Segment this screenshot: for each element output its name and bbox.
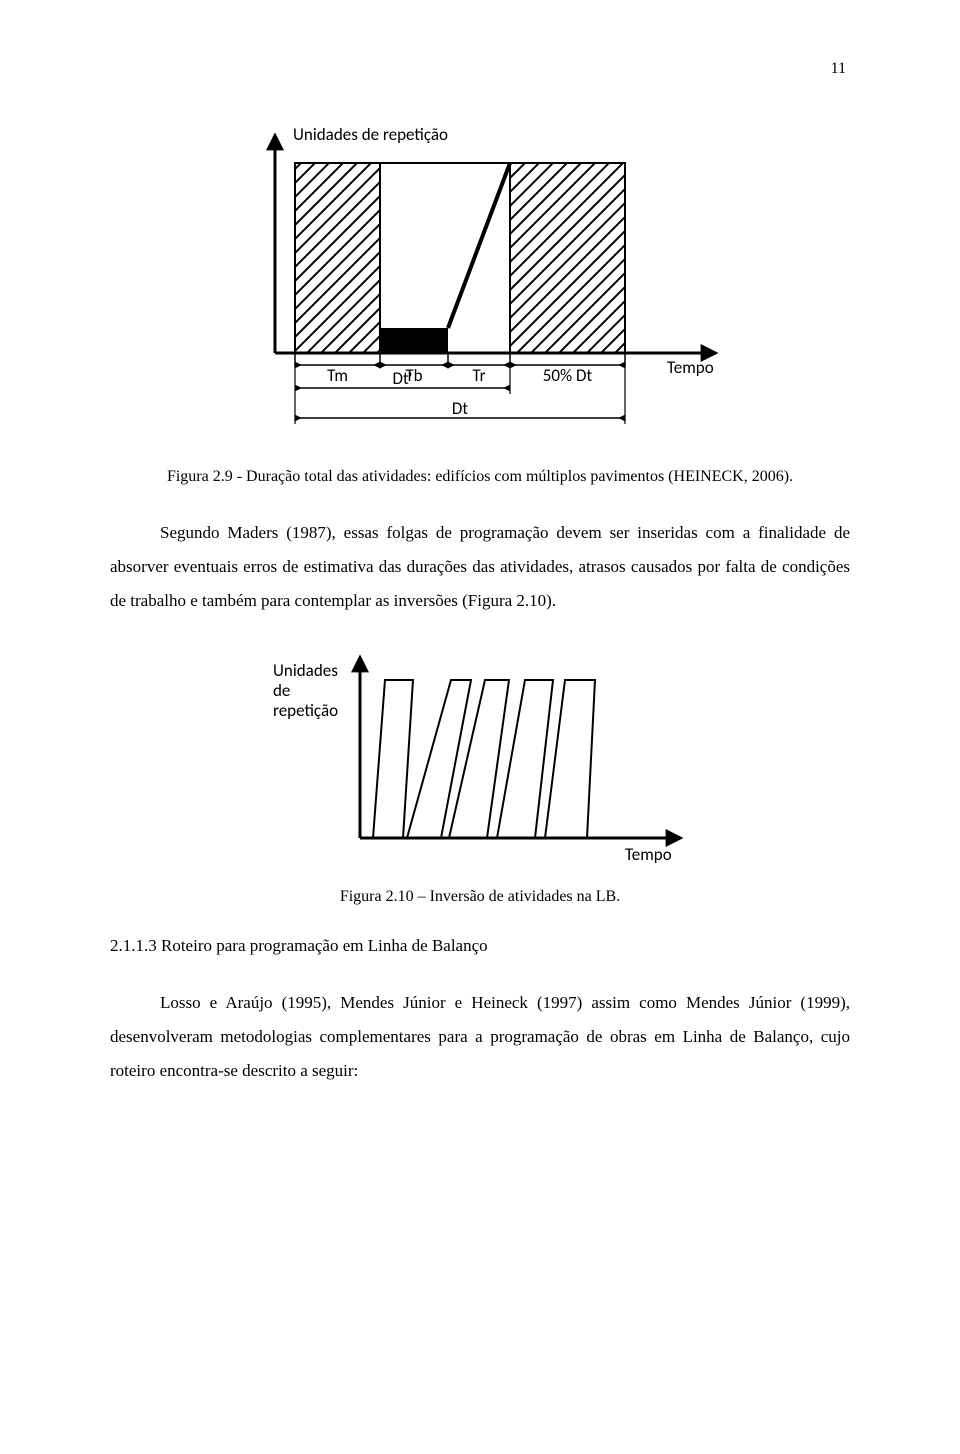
figure-2-9: Unidades de repetiçãoTempoTmTbTr50% DtDt…: [110, 118, 850, 458]
svg-text:Dt: Dt: [452, 398, 468, 419]
paragraph-1: Segundo Maders (1987), essas folgas de p…: [110, 516, 850, 618]
figure-2-9-diagram: Unidades de repetiçãoTempoTmTbTr50% DtDt…: [220, 118, 740, 458]
svg-text:Dt': Dt': [393, 368, 413, 389]
svg-text:Tr: Tr: [472, 365, 485, 386]
figure-2-10: Unidadesderepetição Tempo: [110, 648, 850, 878]
svg-text:Tempo: Tempo: [667, 357, 714, 378]
figure-2-10-caption: Figura 2.10 – Inversão de atividades na …: [110, 888, 850, 906]
svg-text:de: de: [273, 680, 290, 701]
svg-text:repetição: repetição: [273, 700, 338, 721]
svg-text:Unidades de repetição: Unidades de repetição: [293, 124, 448, 145]
figure-2-10-diagram: Unidadesderepetição Tempo: [265, 648, 695, 878]
svg-text:Unidades: Unidades: [273, 660, 338, 681]
section-heading-2-1-1-3: 2.1.1.3 Roteiro para programação em Linh…: [110, 936, 850, 956]
svg-text:Tm: Tm: [327, 365, 348, 386]
figure-2-9-caption: Figura 2.9 - Duração total das atividade…: [110, 468, 850, 486]
svg-text:50% Dt: 50% Dt: [543, 365, 593, 386]
svg-text:Tempo: Tempo: [625, 844, 672, 865]
paragraph-2: Losso e Araújo (1995), Mendes Júnior e H…: [110, 986, 850, 1088]
page-number: 11: [110, 60, 850, 78]
